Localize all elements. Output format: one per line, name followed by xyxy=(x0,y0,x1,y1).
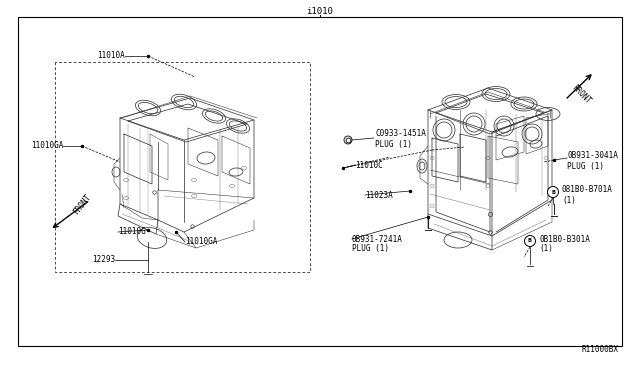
Text: PLUG (1): PLUG (1) xyxy=(352,244,389,253)
Text: FRONT: FRONT xyxy=(72,192,93,216)
Text: 11010C: 11010C xyxy=(355,160,383,170)
Text: 11010GA: 11010GA xyxy=(31,141,63,151)
Text: 081B0-B701A: 081B0-B701A xyxy=(562,186,613,195)
Text: C0933-1451A: C0933-1451A xyxy=(375,129,426,138)
Text: (1): (1) xyxy=(562,196,576,205)
Text: 11023A: 11023A xyxy=(365,190,393,199)
Bar xyxy=(18,17,622,346)
Text: 11010A: 11010A xyxy=(97,51,125,61)
Text: B: B xyxy=(551,189,555,195)
Text: (1): (1) xyxy=(539,244,553,253)
Text: FRONT: FRONT xyxy=(570,83,593,105)
Text: 0B1B0-B301A: 0B1B0-B301A xyxy=(539,234,590,244)
Text: 11010GA: 11010GA xyxy=(185,237,218,247)
Text: 12293: 12293 xyxy=(92,256,115,264)
Text: i1010: i1010 xyxy=(307,6,333,16)
Text: 11010G: 11010G xyxy=(118,228,146,237)
Text: B: B xyxy=(528,238,532,244)
Text: R11000BX: R11000BX xyxy=(581,345,618,354)
Circle shape xyxy=(525,235,536,247)
Circle shape xyxy=(547,186,559,198)
Text: 0B931-3041A: 0B931-3041A xyxy=(567,151,618,160)
Text: PLUG (1): PLUG (1) xyxy=(567,161,604,170)
Text: 0B931-7241A: 0B931-7241A xyxy=(352,234,403,244)
Text: PLUG (1): PLUG (1) xyxy=(375,140,412,148)
